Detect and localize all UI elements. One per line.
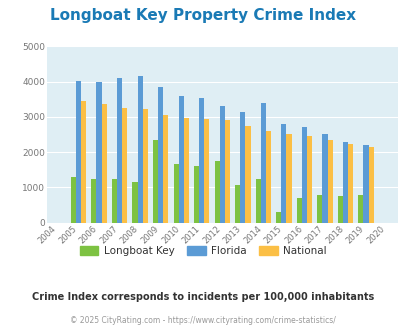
Bar bbox=[286, 135, 291, 223]
Bar bbox=[316, 194, 322, 223]
Bar bbox=[204, 118, 209, 223]
Bar bbox=[132, 182, 137, 223]
Bar bbox=[76, 81, 81, 223]
Bar bbox=[240, 112, 245, 223]
Bar bbox=[281, 124, 286, 223]
Bar bbox=[362, 145, 368, 223]
Bar bbox=[199, 98, 204, 223]
Bar bbox=[178, 96, 183, 223]
Bar bbox=[234, 185, 240, 223]
Bar bbox=[296, 198, 301, 223]
Text: Longboat Key Property Crime Index: Longboat Key Property Crime Index bbox=[50, 8, 355, 23]
Bar bbox=[214, 161, 219, 223]
Text: Crime Index corresponds to incidents per 100,000 inhabitants: Crime Index corresponds to incidents per… bbox=[32, 292, 373, 302]
Bar bbox=[173, 164, 178, 223]
Text: © 2025 CityRating.com - https://www.cityrating.com/crime-statistics/: © 2025 CityRating.com - https://www.city… bbox=[70, 316, 335, 325]
Bar bbox=[101, 105, 107, 223]
Bar bbox=[327, 140, 332, 223]
Bar bbox=[96, 82, 101, 223]
Bar bbox=[260, 103, 265, 223]
Legend: Longboat Key, Florida, National: Longboat Key, Florida, National bbox=[75, 242, 330, 260]
Bar bbox=[301, 127, 306, 223]
Bar bbox=[368, 147, 373, 223]
Bar bbox=[306, 136, 311, 223]
Bar bbox=[342, 142, 347, 223]
Bar bbox=[158, 87, 163, 223]
Bar bbox=[163, 115, 168, 223]
Bar bbox=[117, 78, 122, 223]
Bar bbox=[194, 166, 199, 223]
Bar bbox=[224, 120, 229, 223]
Bar bbox=[275, 212, 281, 223]
Bar bbox=[245, 126, 250, 223]
Bar bbox=[142, 109, 147, 223]
Bar bbox=[358, 194, 362, 223]
Bar bbox=[347, 144, 352, 223]
Bar bbox=[337, 196, 342, 223]
Bar bbox=[322, 135, 327, 223]
Bar bbox=[137, 76, 142, 223]
Bar bbox=[183, 118, 188, 223]
Bar bbox=[153, 140, 158, 223]
Bar bbox=[91, 179, 96, 223]
Bar bbox=[219, 106, 224, 223]
Bar bbox=[122, 108, 127, 223]
Bar bbox=[255, 179, 260, 223]
Bar bbox=[265, 131, 271, 223]
Bar bbox=[81, 101, 86, 223]
Bar bbox=[70, 177, 76, 223]
Bar bbox=[112, 179, 117, 223]
